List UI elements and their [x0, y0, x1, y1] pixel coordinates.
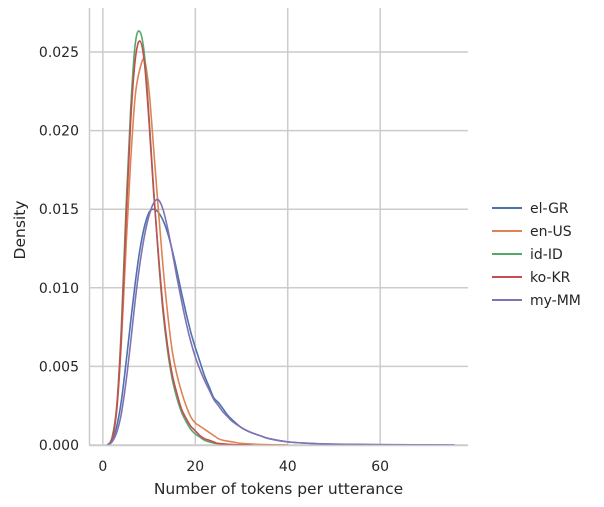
y-tick-label: 0.025	[39, 45, 79, 61]
y-tick-label: 0.020	[39, 124, 79, 140]
legend: el-GR en-US id-ID ko-KR my-MM	[492, 201, 581, 309]
series-line-el-GR	[106, 208, 455, 446]
density-curves	[106, 30, 455, 446]
x-tick-label: 0	[98, 459, 107, 475]
x-axis-title: Number of tokens per utterance	[154, 480, 403, 498]
legend-label-ko-KR: ko-KR	[530, 270, 571, 286]
y-axis-title: Density	[11, 201, 29, 260]
y-tick-label: 0.005	[39, 359, 79, 375]
axis-spines	[88, 8, 468, 447]
x-tick-labels: 0 20 40 60	[98, 459, 389, 475]
series-line-ko-KR	[106, 40, 252, 446]
series-line-en-US	[106, 58, 289, 446]
legend-label-id-ID: id-ID	[530, 247, 563, 263]
y-tick-label: 0.000	[39, 438, 79, 454]
y-tick-label: 0.015	[39, 202, 79, 218]
x-tick-label: 60	[371, 459, 389, 475]
y-tick-label: 0.010	[39, 281, 79, 297]
y-tick-labels: 0.000 0.005 0.010 0.015 0.020 0.025	[39, 45, 79, 454]
x-tick-label: 40	[279, 459, 297, 475]
legend-label-en-US: en-US	[530, 224, 572, 240]
series-line-my-MM	[106, 198, 455, 446]
legend-label-my-MM: my-MM	[530, 293, 581, 309]
x-tick-label: 20	[186, 459, 204, 475]
legend-label-el-GR: el-GR	[530, 201, 569, 217]
